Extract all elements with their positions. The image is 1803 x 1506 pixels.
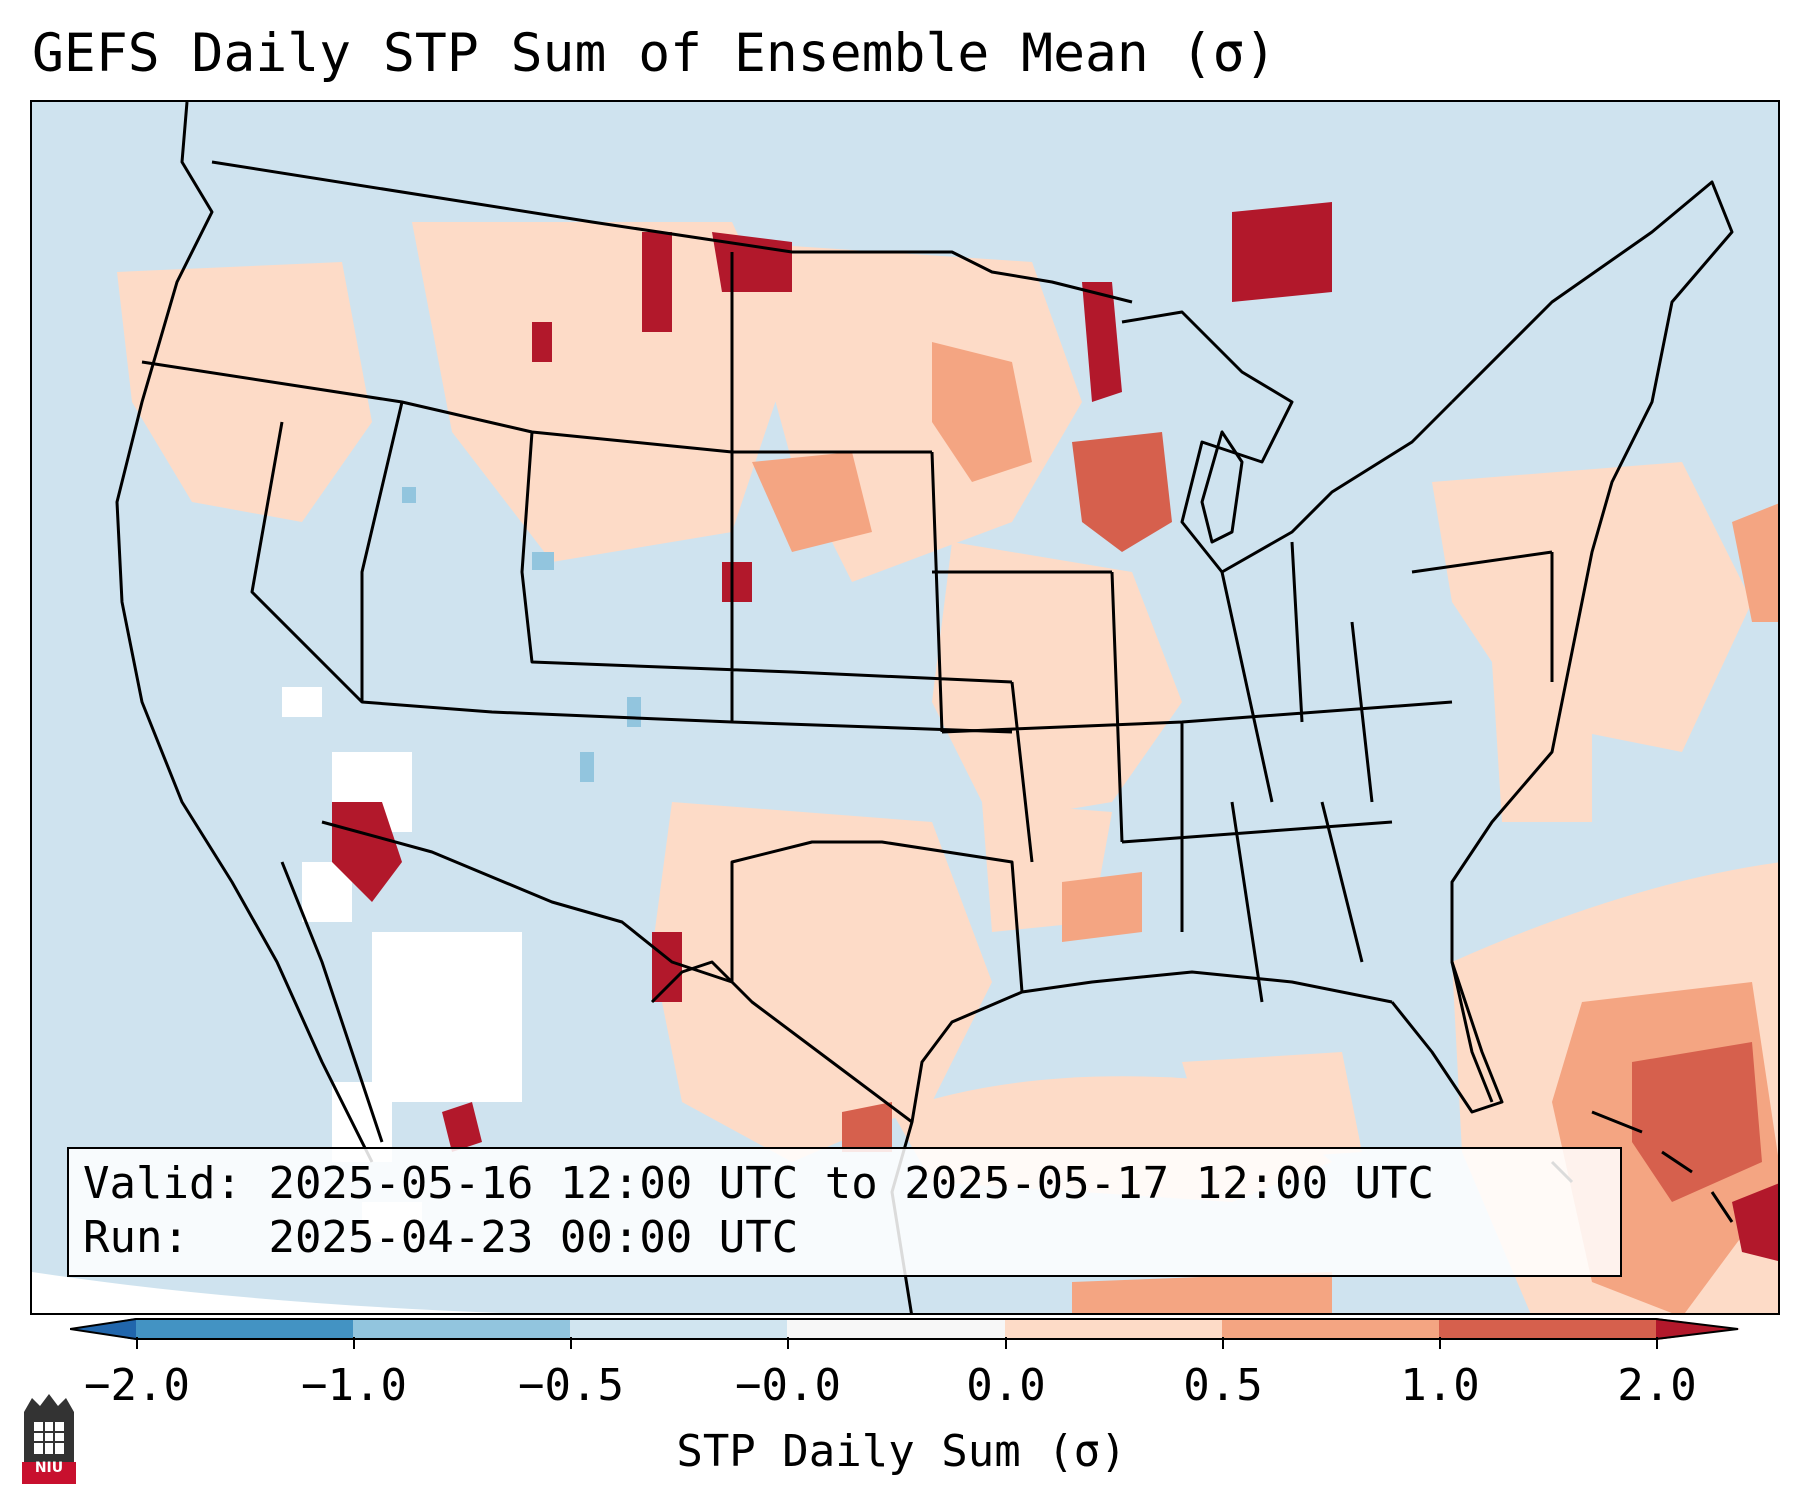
- colorbar: [70, 1318, 1740, 1340]
- valid-row: Valid: 2025-05-16 12:00 UTC to 2025-05-1…: [83, 1157, 1606, 1211]
- colorbar-tick-label: −0.0: [735, 1360, 841, 1411]
- lake-michigan: [1200, 430, 1244, 544]
- state-lines-east: [932, 541, 1554, 1003]
- us-canada-border: [211, 160, 1133, 304]
- run-label: Run:: [83, 1212, 242, 1263]
- texas-border: [730, 840, 1024, 993]
- state-lines-west: [141, 252, 1013, 734]
- colorbar-tick: [136, 1337, 138, 1349]
- great-lakes: [1121, 310, 1454, 574]
- colorbar-tick: [570, 1337, 572, 1349]
- colorbar-tick: [787, 1337, 789, 1349]
- chart-title: GEFS Daily STP Sum of Ensemble Mean (σ): [32, 23, 1277, 84]
- colorbar-bin-4: [787, 1318, 1005, 1340]
- colorbar-label: STP Daily Sum (σ): [676, 1426, 1127, 1477]
- border-mx: [321, 820, 733, 984]
- borders: [115, 102, 1734, 1313]
- anomaly-strong: [842, 432, 1762, 1202]
- colorbar-tick: [1222, 1337, 1224, 1349]
- niu-logo-graphic: [22, 1394, 76, 1484]
- colorbar-tick-label: −0.5: [518, 1360, 624, 1411]
- west-coast: [115, 102, 374, 1163]
- anomaly-zero: [282, 687, 522, 1242]
- niu-logo-text: NIU: [34, 1460, 64, 1476]
- baja-peninsula: [280, 861, 384, 1143]
- colorbar-tick: [1656, 1337, 1658, 1349]
- colorbar-tick: [1439, 1337, 1441, 1349]
- colorbar-bin-5: [1005, 1318, 1222, 1340]
- colorbar-tick-label: −2.0: [84, 1360, 190, 1411]
- colorbar-tick: [1005, 1337, 1007, 1349]
- map-canvas: [32, 102, 1778, 1313]
- colorbar-bin-1: [136, 1318, 353, 1340]
- colorbar-tick-label: 1.0: [1400, 1360, 1480, 1411]
- run-row: Run: 2025-04-23 00:00 UTC: [83, 1211, 1606, 1265]
- map-panel: Valid: 2025-05-16 12:00 UTC to 2025-05-1…: [30, 100, 1780, 1315]
- colorbar-tick-label: 2.0: [1617, 1360, 1697, 1411]
- run-value: 2025-04-23 00:00 UTC: [268, 1212, 799, 1263]
- colorbar-bin-2: [353, 1318, 570, 1340]
- colorbar-bin-7: [1439, 1318, 1656, 1340]
- colorbar-bin-6: [1222, 1318, 1439, 1340]
- colorbar-tick-label: −1.0: [301, 1360, 407, 1411]
- anomaly-negative: [402, 487, 641, 782]
- colorbar-tick-label: 0.0: [966, 1360, 1046, 1411]
- colorbar-tick: [353, 1337, 355, 1349]
- anomaly-extreme: [332, 202, 1778, 1261]
- niu-logo: NIU: [22, 1392, 76, 1484]
- valid-label: Valid:: [83, 1158, 242, 1209]
- colorbar-extend-low: [70, 1318, 136, 1340]
- florida: [1390, 961, 1504, 1114]
- valid-run-info-box: Valid: 2025-05-16 12:00 UTC to 2025-05-1…: [67, 1147, 1622, 1277]
- valid-value: 2025-05-16 12:00 UTC to 2025-05-17 12:00…: [268, 1158, 1435, 1209]
- colorbar-bin-3: [570, 1318, 787, 1340]
- out-of-domain-area: [32, 1272, 503, 1313]
- colorbar-tick-label: 0.5: [1183, 1360, 1263, 1411]
- east-coast: [1450, 180, 1734, 1103]
- colorbar-extend-high: [1656, 1318, 1740, 1340]
- caribbean-islands: [1550, 1110, 1734, 1223]
